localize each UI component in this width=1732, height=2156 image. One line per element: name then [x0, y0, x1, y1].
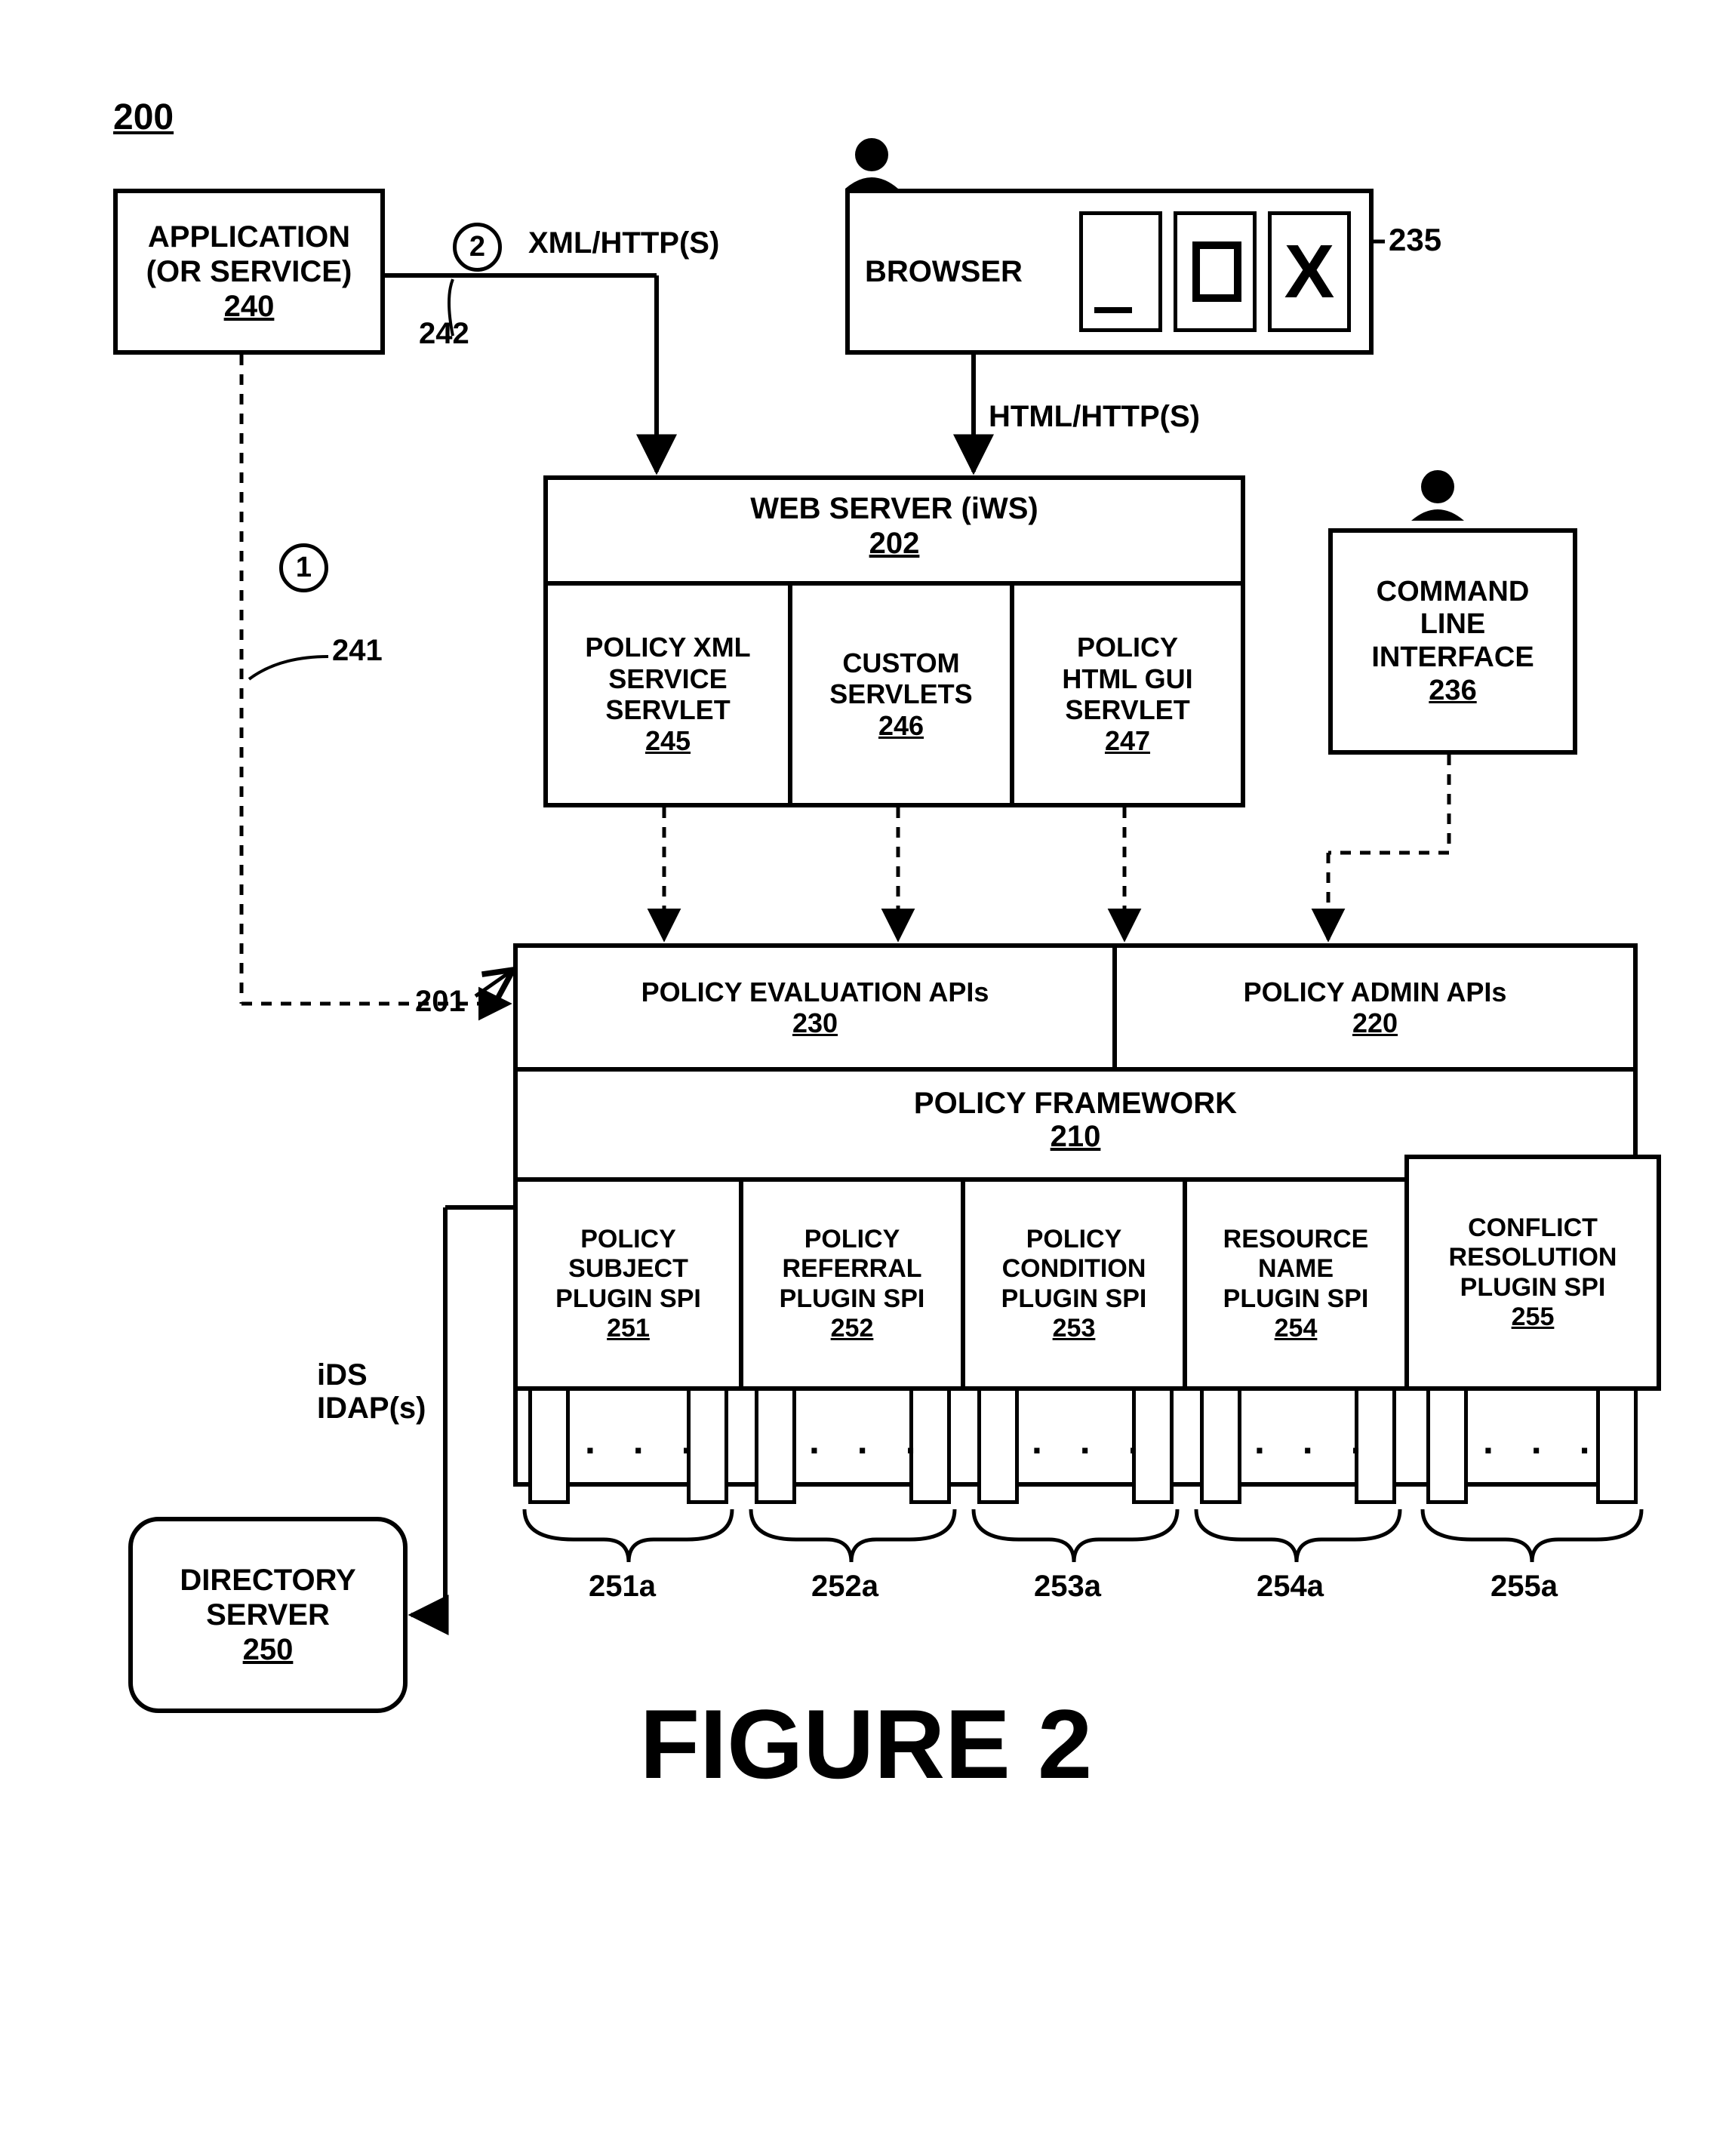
- browser-ref: 235: [1389, 223, 1441, 257]
- dots-icon: . . .: [1483, 1419, 1603, 1462]
- figure-title: FIGURE 2: [0, 1690, 1732, 1798]
- figure-ref-200: 200: [113, 98, 174, 138]
- application-l2: (OR SERVICE): [146, 254, 352, 289]
- min-button: [1079, 211, 1162, 332]
- plugin-stub: [977, 1391, 1019, 1504]
- dots-icon: . . .: [585, 1419, 705, 1462]
- servlet-gui: POLICY HTML GUI SERVLET 247: [1010, 581, 1245, 807]
- user-icon: [838, 136, 906, 192]
- ref-254a: 254a: [1257, 1570, 1324, 1603]
- dots-icon: . . .: [1254, 1419, 1374, 1462]
- dots-icon: . . .: [809, 1419, 929, 1462]
- application-ref: 240: [224, 289, 275, 324]
- spi-referral: POLICY REFERRAL PLUGIN SPI 252: [739, 1177, 965, 1391]
- spi-resource: RESOURCE NAME PLUGIN SPI 254: [1183, 1177, 1409, 1391]
- browser-title: BROWSER: [865, 254, 1023, 289]
- xml-label: XML/HTTP(S): [528, 226, 719, 260]
- diagram-canvas: 200 APPLICATION (OR SERVICE) 240 BROWSER…: [0, 0, 1732, 2156]
- cli-box: COMMAND LINE INTERFACE 236: [1328, 528, 1577, 755]
- ref-252a: 252a: [811, 1570, 878, 1603]
- eval-api-box: POLICY EVALUATION APIs 230: [513, 943, 1117, 1072]
- ref-253a: 253a: [1034, 1570, 1101, 1603]
- ref-251a: 251a: [589, 1570, 656, 1603]
- servlet-custom: CUSTOM SERVLETS 246: [788, 581, 1014, 807]
- plugin-stub: [1200, 1391, 1241, 1504]
- dots-icon: . . .: [1032, 1419, 1152, 1462]
- circled-2: 2: [453, 223, 502, 272]
- application-box: APPLICATION (OR SERVICE) 240: [113, 189, 385, 355]
- close-button: X: [1268, 211, 1351, 332]
- circled-1: 1: [279, 543, 328, 592]
- ref-242: 242: [419, 317, 469, 350]
- max-button: [1174, 211, 1257, 332]
- html-label: HTML/HTTP(S): [989, 400, 1200, 433]
- web-server-ref: 202: [869, 526, 920, 561]
- web-server-title: WEB SERVER (iWS): [750, 491, 1038, 526]
- plugin-stub: [528, 1391, 570, 1504]
- application-l1: APPLICATION: [148, 220, 350, 254]
- framework-title: POLICY FRAMEWORK 210: [513, 1087, 1638, 1153]
- ref-201: 201: [415, 985, 466, 1018]
- spi-subject: POLICY SUBJECT PLUGIN SPI 251: [513, 1177, 743, 1391]
- admin-api-box: POLICY ADMIN APIs 220: [1112, 943, 1638, 1072]
- plugin-stub: [1426, 1391, 1468, 1504]
- plugin-stub: [755, 1391, 796, 1504]
- spi-conflict: CONFLICT RESOLUTION PLUGIN SPI 255: [1404, 1155, 1661, 1391]
- servlet-xml: POLICY XML SERVICE SERVLET 245: [543, 581, 792, 807]
- ref-241: 241: [332, 634, 383, 667]
- directory-server-box: DIRECTORY SERVER 250: [128, 1517, 408, 1713]
- spi-condition: POLICY CONDITION PLUGIN SPI 253: [961, 1177, 1187, 1391]
- ref-255a: 255a: [1491, 1570, 1558, 1603]
- user-icon: [1404, 468, 1472, 524]
- ids-label: iDS IDAP(s): [317, 1358, 483, 1425]
